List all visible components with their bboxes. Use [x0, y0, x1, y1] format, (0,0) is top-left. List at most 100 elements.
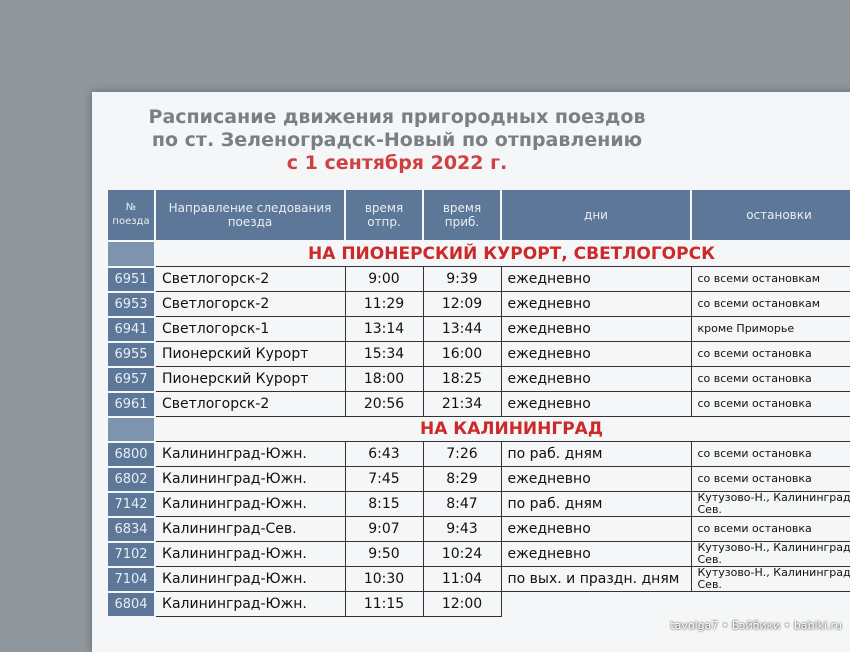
- cell: 15:34: [344, 341, 424, 367]
- cell: 9:07: [344, 516, 424, 542]
- cell: 8:15: [344, 491, 424, 517]
- cell: ежедневно: [500, 291, 692, 317]
- cell: ежедневно: [500, 266, 692, 292]
- cell: 6961: [106, 390, 156, 418]
- column-header: № поезда: [106, 188, 156, 242]
- train-row: 7104 Калининград-Южн. 10:30 11:04 по вых. и …: [106, 565, 850, 593]
- train-row: 6802 Калининград-Южн. 7:45 8:29 ежедневно со …: [106, 465, 850, 493]
- cell: 6802: [106, 465, 156, 493]
- train-row: 6804 Калининград-Южн. 11:15 12:00: [106, 590, 850, 618]
- train-row: 6941 Светлогорск-1 13:14 13:44 ежедневно кром…: [106, 315, 850, 343]
- cell: Светлогорск-2: [154, 291, 346, 317]
- column-header: дни: [500, 188, 692, 242]
- cell: 8:47: [422, 491, 502, 517]
- schedule-table: № поезда Направление следования поезда вре…: [106, 188, 850, 618]
- cell: Пионерский Курорт: [154, 366, 346, 392]
- cell: 21:34: [422, 391, 502, 417]
- cell: Кутузово-Н., Калининград-Сев.: [690, 491, 850, 517]
- cell: со всеми остановкам: [690, 291, 850, 317]
- section-row: НА ПИОНЕРСКИЙ КУРОРТ, СВЕТЛОГОРСК: [106, 240, 850, 268]
- cell: 11:29: [344, 291, 424, 317]
- cell: 6951: [106, 265, 156, 293]
- cell: Калининград-Южн.: [154, 441, 346, 467]
- cell: Светлогорск-2: [154, 266, 346, 292]
- cell: ежедневно: [500, 366, 692, 392]
- cell: со всеми остановка: [690, 366, 850, 392]
- train-row: 6834 Калининград-Сев. 9:07 9:43 ежедневно со …: [106, 515, 850, 543]
- cell: Калининград-Южн.: [154, 591, 346, 617]
- cell: 7142: [106, 490, 156, 518]
- cell: 7:26: [422, 441, 502, 467]
- cell: 7:45: [344, 466, 424, 492]
- paper: Расписание движения пригородных поездов …: [92, 92, 850, 652]
- cell: Калининград-Южн.: [154, 566, 346, 592]
- title-line: по ст. Зеленоградск-Новый по отправлению: [151, 129, 643, 151]
- cell: 12:00: [422, 591, 502, 617]
- section-side: [106, 415, 156, 443]
- cell: 10:24: [422, 541, 502, 567]
- cell: 18:25: [422, 366, 502, 392]
- cell: со всеми остановкам: [690, 266, 850, 292]
- cell: ежедневно: [500, 391, 692, 417]
- title-line: Расписание движения пригородных поездов: [148, 106, 646, 128]
- cell: 6804: [106, 590, 156, 618]
- cell: 6800: [106, 440, 156, 468]
- train-row: 6951 Светлогорск-2 9:00 9:39 ежедневно со все…: [106, 265, 850, 293]
- train-row: 6961 Светлогорск-2 20:56 21:34 ежедневно со в…: [106, 390, 850, 418]
- screenshot: {"header": {"title": ["Расписание движен…: [92, 92, 850, 652]
- cell: по раб. дням: [500, 491, 692, 517]
- cell: 7102: [106, 540, 156, 568]
- cell: ежедневно: [500, 541, 692, 567]
- cell: 18:00: [344, 366, 424, 392]
- train-row: 7102 Калининград-Южн. 9:50 10:24 ежедневно Ку…: [106, 540, 850, 568]
- section-row: НА КАЛИНИНГРАД: [106, 415, 850, 443]
- cell: Калининград-Южн.: [154, 466, 346, 492]
- cell: ежедневно: [500, 341, 692, 367]
- cell: кроме Приморье: [690, 316, 850, 342]
- cell: 6:43: [344, 441, 424, 467]
- cell: 6957: [106, 365, 156, 393]
- date: с 1 сентября 2022 г.: [286, 152, 508, 174]
- cell: 6953: [106, 290, 156, 318]
- section-title: НА ПИОНЕРСКИЙ КУРОРТ, СВЕТЛОГОРСК: [308, 244, 715, 264]
- cell: 9:00: [344, 266, 424, 292]
- train-row: 6957 Пионерский Курорт 18:00 18:25 ежедневно…: [106, 365, 850, 393]
- cell: 11:15: [344, 591, 424, 617]
- cell: 10:30: [344, 566, 424, 592]
- cell: Светлогорск-2: [154, 391, 346, 417]
- watermark: tavolga7 • Бэйбики • babiki.ru: [670, 619, 842, 632]
- cell: Калининград-Южн.: [154, 491, 346, 517]
- cell: 13:44: [422, 316, 502, 342]
- cell: по раб. дням: [500, 441, 692, 467]
- cell: 9:43: [422, 516, 502, 542]
- cell: Светлогорск-1: [154, 316, 346, 342]
- cell: со всеми остановка: [690, 516, 850, 542]
- train-row: 6953 Светлогорск-2 11:29 12:09 ежедневно со в…: [106, 290, 850, 318]
- cell: 6941: [106, 315, 156, 343]
- cell: по вых. и праздн. дням: [500, 566, 692, 592]
- cell: 16:00: [422, 341, 502, 367]
- column-header: Направление следования поезда: [154, 188, 346, 242]
- train-row: 7142 Калининград-Южн. 8:15 8:47 по раб. дням…: [106, 490, 850, 518]
- cell: со всеми остановка: [690, 391, 850, 417]
- cell: Кутузово-Н., Калининград-Сев.: [690, 566, 850, 592]
- table-body: НА ПИОНЕРСКИЙ КУРОРТ, СВЕТЛОГОРСК 6951 Све…: [106, 240, 850, 618]
- column-header: время отпр.: [344, 188, 424, 242]
- cell: 11:04: [422, 566, 502, 592]
- cell: 12:09: [422, 291, 502, 317]
- cell: Калининград-Южн.: [154, 541, 346, 567]
- cell: ежедневно: [500, 466, 692, 492]
- cell: 20:56: [344, 391, 424, 417]
- cell: 8:29: [422, 466, 502, 492]
- cell: со всеми остановка: [690, 466, 850, 492]
- cell: 6955: [106, 340, 156, 368]
- cell: 6834: [106, 515, 156, 543]
- train-row: 6800 Калининград-Южн. 6:43 7:26 по раб. дням…: [106, 440, 850, 468]
- cell: 13:14: [344, 316, 424, 342]
- cell: со всеми остановка: [690, 341, 850, 367]
- title: Расписание движения пригородных поездов …: [92, 106, 702, 175]
- cell: 7104: [106, 565, 156, 593]
- cell: Калининград-Сев.: [154, 516, 346, 542]
- cell: ежедневно: [500, 516, 692, 542]
- section-side: [106, 240, 156, 268]
